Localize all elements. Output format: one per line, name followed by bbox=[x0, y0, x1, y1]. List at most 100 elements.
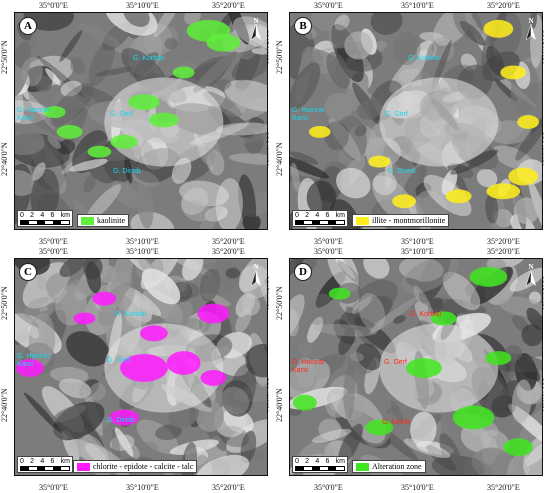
scale-segment bbox=[29, 221, 37, 224]
terrain-texture bbox=[15, 304, 39, 328]
mineral-occurrence bbox=[483, 19, 514, 38]
terrain-texture bbox=[459, 20, 486, 46]
terrain-texture bbox=[59, 30, 83, 62]
terrain-texture bbox=[290, 259, 307, 278]
terrain-texture bbox=[22, 262, 71, 309]
terrain-texture bbox=[183, 13, 202, 25]
north-arrow-icon: N bbox=[249, 17, 263, 41]
terrain-texture bbox=[515, 117, 542, 161]
terrain-texture bbox=[193, 51, 237, 93]
terrain-texture bbox=[60, 80, 83, 97]
terrain-texture bbox=[181, 187, 209, 216]
terrain-texture bbox=[511, 379, 532, 424]
longitude-label-top: 35°0'0"E bbox=[39, 247, 68, 256]
terrain-texture bbox=[393, 315, 406, 324]
longitude-label-bottom: 35°10'0"E bbox=[126, 483, 159, 492]
terrain-texture bbox=[27, 324, 40, 339]
terrain-texture bbox=[486, 45, 505, 76]
terrain-texture bbox=[224, 79, 267, 112]
north-label: N bbox=[253, 17, 259, 25]
terrain-texture bbox=[471, 447, 514, 475]
mineral-occurrence bbox=[172, 66, 195, 79]
longitude-label-top: 35°0'0"E bbox=[314, 247, 343, 256]
mineral-occurrence bbox=[56, 124, 83, 139]
terrain-texture bbox=[16, 413, 69, 441]
legend-swatch bbox=[77, 462, 90, 471]
terrain-texture bbox=[153, 13, 180, 38]
longitude-label-top: 35°20'0"E bbox=[212, 247, 245, 256]
legend-label: chlorite - epidote - calcite - talc bbox=[93, 462, 194, 471]
place-label-gerf: G. Gerf bbox=[107, 357, 130, 364]
longitude-label-top: 35°0'0"E bbox=[314, 1, 343, 10]
longitude-label-top: 35°20'0"E bbox=[487, 247, 520, 256]
terrain-texture bbox=[326, 51, 351, 89]
terrain-texture bbox=[15, 41, 31, 97]
latitude-label-left: 22°40'0"N bbox=[275, 388, 284, 422]
terrain-texture bbox=[215, 178, 243, 229]
scale-tick: 4 bbox=[315, 458, 320, 465]
scale-tick: 4 bbox=[315, 212, 320, 219]
map-panel-c: 35°0'0"E 35°10'0"E 35°20'0"E 35°0'0"E 35°10'… bbox=[0, 246, 275, 492]
terrain-texture bbox=[450, 149, 499, 175]
scale-tick: 6 bbox=[50, 212, 55, 219]
mineral-occurrence bbox=[73, 312, 96, 325]
terrain-texture bbox=[155, 424, 183, 441]
terrain-texture bbox=[363, 259, 390, 279]
mineral-occurrence bbox=[469, 266, 508, 287]
terrain-texture bbox=[357, 100, 382, 120]
legend-label: kaolinite bbox=[97, 216, 125, 225]
scale-segment bbox=[320, 467, 328, 470]
terrain-texture bbox=[344, 31, 373, 60]
mineral-occurrence bbox=[517, 115, 540, 129]
scale-tick: 2 bbox=[30, 212, 35, 219]
mineral-occurrence bbox=[292, 394, 317, 411]
terrain-texture bbox=[225, 267, 241, 279]
terrain-texture bbox=[88, 39, 116, 87]
terrain-texture bbox=[193, 197, 226, 229]
legend-swatch bbox=[81, 216, 94, 225]
scale-segment bbox=[312, 221, 320, 224]
scale-segment bbox=[296, 221, 304, 224]
terrain-texture bbox=[328, 118, 362, 161]
terrain-texture bbox=[526, 307, 542, 331]
terrain-texture bbox=[83, 174, 96, 193]
map-panel-b: 35°0'0"E 35°10'0"E 35°20'0"E 35°0'0"E 35°10'… bbox=[275, 0, 550, 246]
scale-segment bbox=[37, 467, 45, 470]
terrain-texture bbox=[231, 49, 267, 81]
terrain-texture bbox=[318, 418, 342, 441]
terrain-texture bbox=[433, 13, 473, 46]
longitude-label-top: 35°20'0"E bbox=[212, 1, 245, 10]
place-label-korbiai: G. Korbiai bbox=[410, 311, 442, 318]
mineral-occurrence bbox=[148, 112, 179, 128]
legend: Alteration zone bbox=[352, 460, 426, 473]
terrain-texture bbox=[141, 441, 159, 459]
scale-tick: 6 bbox=[325, 458, 330, 465]
mineral-occurrence bbox=[392, 194, 416, 209]
terrain-texture bbox=[159, 26, 179, 52]
mineral-occurrence bbox=[452, 405, 495, 430]
scale-tick: 2 bbox=[305, 212, 310, 219]
mineral-occurrence bbox=[368, 155, 391, 168]
terrain-texture bbox=[23, 392, 62, 433]
satellite-imagery bbox=[290, 13, 542, 229]
terrain-texture bbox=[336, 167, 371, 199]
scale-graphic bbox=[20, 466, 70, 471]
terrain-texture bbox=[70, 57, 85, 74]
terrain-texture bbox=[334, 14, 350, 31]
scale-unit: km bbox=[60, 212, 70, 219]
legend-label: illite - montmorillonite bbox=[372, 216, 446, 225]
terrain-texture bbox=[290, 151, 319, 165]
terrain-texture bbox=[389, 50, 429, 93]
scale-bar: 0 2 4 6 km bbox=[17, 210, 73, 227]
bright-massif bbox=[379, 77, 499, 167]
scale-segment bbox=[320, 221, 328, 224]
terrain-texture bbox=[130, 169, 160, 187]
terrain-texture bbox=[332, 259, 356, 280]
terrain-texture bbox=[290, 62, 321, 110]
terrain-texture bbox=[528, 179, 542, 229]
terrain-texture bbox=[463, 457, 485, 475]
terrain-texture bbox=[452, 13, 483, 41]
mineral-occurrence bbox=[166, 351, 201, 375]
terrain-texture bbox=[413, 285, 435, 322]
terrain-texture bbox=[59, 259, 85, 277]
